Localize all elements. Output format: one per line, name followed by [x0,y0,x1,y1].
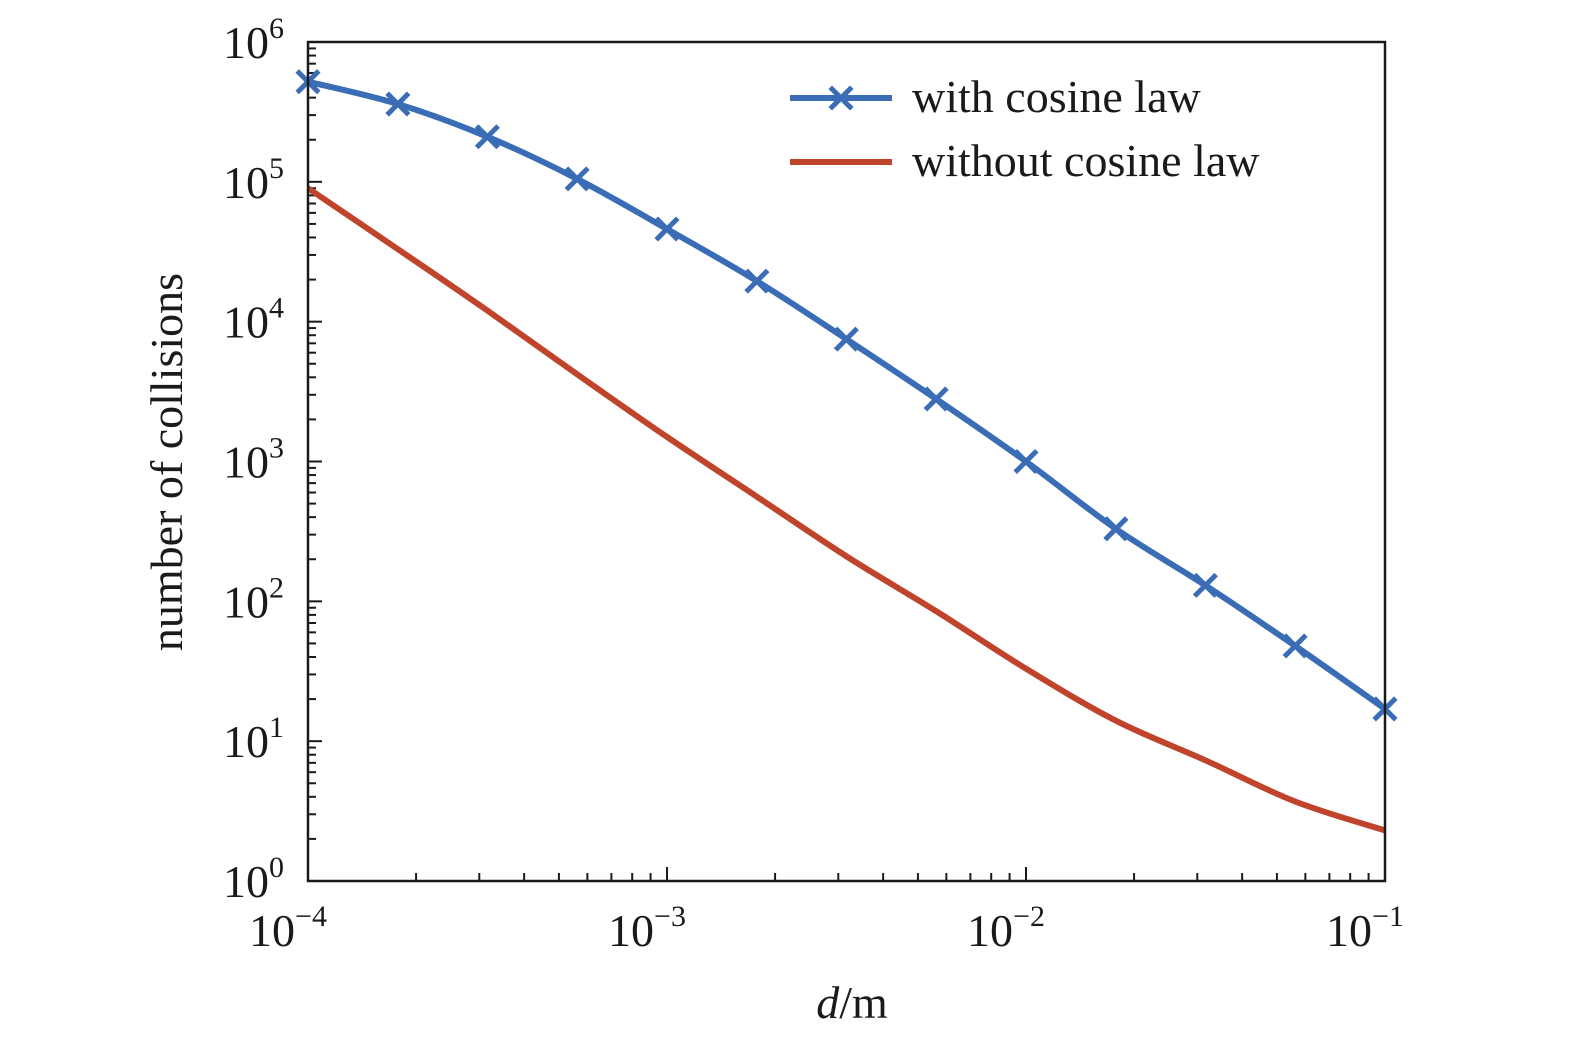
y-tick-label-exp: 4 [269,292,284,325]
data-point [385,91,411,117]
y-tick-label-base: 10 [223,17,269,68]
x-tick-label-base: 10 [249,905,295,956]
y-tick-label-exp: 3 [269,432,284,465]
x-axis-title-italic: d [816,977,840,1028]
x-axis-title: d/m [816,977,888,1028]
y-tick-label: 101 [223,711,284,767]
data-point [474,124,500,150]
plot-frame [306,40,1387,883]
y-tick-label: 105 [223,152,284,208]
y-tick-label-base: 10 [223,716,269,767]
data-point [833,326,859,352]
y-tick-label-base: 10 [223,856,269,907]
x-tick-label: 10−4 [249,900,327,956]
y-axis-title: number of collisions [141,273,192,651]
series-line-without-cosine-law [306,185,1386,834]
data-point [654,216,680,242]
data-point [923,386,949,412]
y-tick-label: 104 [223,292,284,348]
x-tick-label: 10−1 [1326,900,1404,956]
y-tick-label-exp: 0 [269,851,284,884]
x-tick-label-base: 10 [608,905,654,956]
y-tick-label-exp: 6 [269,12,284,45]
legend: with cosine law without cosine law [790,71,1260,186]
x-tick-label-exp: −4 [295,900,327,933]
y-tick-label-base: 10 [223,437,269,488]
data-point [564,166,590,192]
y-tick-label-base: 10 [223,157,269,208]
x-tick-label-base: 10 [1326,905,1372,956]
legend-label-with-cosine-law: with cosine law [912,71,1201,122]
legend-label-without-cosine-law: without cosine law [912,135,1260,186]
legend-entry-with-cosine-law: with cosine law [790,71,1201,122]
y-tick-label: 106 [223,12,284,68]
x-tick-label-base: 10 [967,905,1013,956]
data-point [1192,572,1218,598]
data-point [1013,448,1039,475]
data-point [1103,516,1129,542]
y-tick-label-exp: 1 [269,711,284,744]
x-tick-label-exp: −2 [1013,900,1045,933]
y-tick-label: 102 [223,571,284,627]
y-tick-label-exp: 2 [269,571,284,604]
series-layer [295,69,1398,834]
y-tick-label: 100 [223,851,284,907]
y-tick-label: 103 [223,432,284,488]
legend-entry-without-cosine-law: without cosine law [790,135,1260,186]
data-point [744,268,770,294]
y-tick-label-exp: 5 [269,152,284,185]
legend-marker-with-cosine-law [828,85,854,111]
x-tick-label-exp: −3 [654,900,686,933]
y-tick-label-base: 10 [223,297,269,348]
ticks-layer [307,47,1370,882]
y-tick-label-base: 10 [223,576,269,627]
x-axis-title-unit: /m [839,977,888,1028]
x-tick-label-exp: −1 [1372,900,1404,933]
x-tick-label: 10−2 [967,900,1045,956]
x-tick-label: 10−3 [608,900,686,956]
data-point [1282,633,1308,659]
series-without-cosine-law [306,185,1386,834]
